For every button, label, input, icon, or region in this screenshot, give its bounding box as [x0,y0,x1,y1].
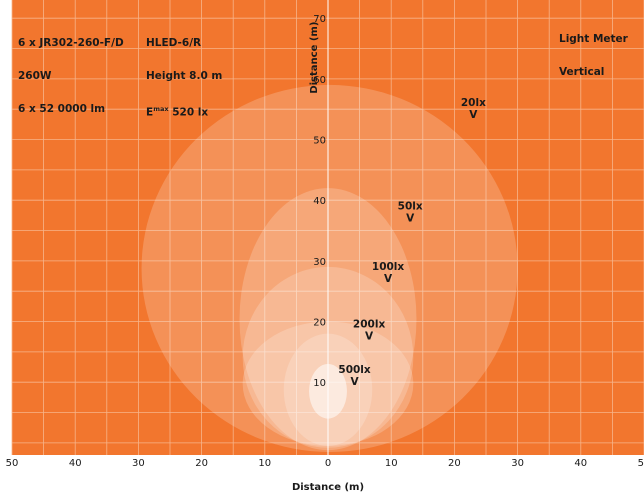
luminaire-info: 6 x JR302-260-F/D 260W 6 x 52 0000 lm [18,16,124,126]
contour-20lx [141,84,518,452]
y-tick-label: 60 [313,75,326,86]
x-tick-label: 0 [325,458,331,469]
x-tick-label: 10 [385,458,398,469]
x-axis-title: Distance (m) [292,482,364,493]
luminaire-power: 260W [18,70,52,82]
x-tick-label: 40 [69,458,82,469]
contour-label: 20lx [461,97,486,109]
height-label: Height 8.0 m [146,70,223,82]
x-tick-label: 20 [448,458,461,469]
x-tick-label: 50 [638,458,644,469]
contour-label-sub: V [406,212,415,224]
x-tick-label: 40 [574,458,587,469]
contour-label: 500lx [338,364,371,376]
contour-label: 100lx [372,261,405,273]
setup-info: HLED-6/R Height 8.0 m Emax 520 lx [146,16,222,130]
x-tick-label: 50 [6,458,19,469]
emax-symbol: E [146,106,154,119]
model-label: HLED-6/R [146,37,202,49]
y-tick-label: 10 [313,378,326,389]
x-tick-label: 20 [195,458,208,469]
x-tick-label: 10 [258,458,271,469]
contour-label: 50lx [398,200,423,212]
y-tick-label: 50 [313,136,326,147]
contour-label: 200lx [353,319,386,331]
y-axis-title: Distance (m) [309,22,320,94]
emax-value: 520 lx [168,106,209,119]
meter-label: Light Meter [559,33,628,45]
emax-subscript: max [153,105,169,113]
contour-label-sub: V [365,331,374,343]
contour-label-sub: V [469,109,478,121]
luminaire-flux: 6 x 52 0000 lm [18,103,106,115]
luminaire-type: 6 x JR302-260-F/D [18,37,124,49]
x-tick-label: 30 [511,458,524,469]
y-tick-label: 30 [313,257,326,268]
meter-info: Light Meter Vertical [559,12,628,89]
meter-orientation: Vertical [559,66,605,78]
x-tick-label: 30 [132,458,145,469]
y-tick-label: 20 [313,318,326,329]
y-tick-label: 40 [313,196,326,207]
y-tick-label: 70 [313,14,326,25]
emax-label: Emax 520 lx [146,104,222,119]
contour-label-sub: V [350,376,359,388]
contour-label-sub: V [384,273,393,285]
